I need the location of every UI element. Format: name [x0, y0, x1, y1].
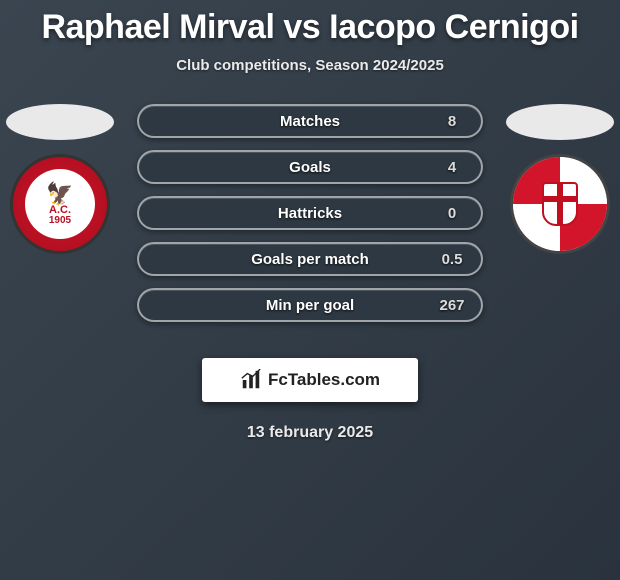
- rimini-shield: [542, 182, 578, 226]
- perugia-crest-inner: 🦅 A.C. 1905: [25, 169, 95, 239]
- player-right-avatar: [506, 104, 614, 140]
- stat-row-gpm: Goals per match 0.5: [137, 242, 483, 276]
- stat-label: Hattricks: [278, 205, 342, 222]
- stat-label: Min per goal: [266, 297, 354, 314]
- stat-label: Goals per match: [251, 251, 369, 268]
- player-left-column: 🦅 A.C. 1905: [0, 104, 120, 254]
- stat-label: Matches: [280, 113, 340, 130]
- stat-right-value: 4: [437, 159, 467, 176]
- rimini-cross: [557, 184, 563, 224]
- stat-row-mpg: Min per goal 267: [137, 288, 483, 322]
- stat-right-value: 267: [437, 297, 467, 314]
- stat-right-value: 8: [437, 113, 467, 130]
- page-title: Raphael Mirval vs Iacopo Cernigoi: [0, 0, 620, 47]
- club-crest-right: [510, 154, 610, 254]
- player-right-column: [500, 104, 620, 254]
- club-crest-left: 🦅 A.C. 1905: [10, 154, 110, 254]
- branding-box: FcTables.com: [202, 358, 418, 402]
- subtitle: Club competitions, Season 2024/2025: [0, 57, 620, 74]
- stat-row-hattricks: Hattricks 0: [137, 196, 483, 230]
- stat-right-value: 0: [437, 205, 467, 222]
- date-text: 13 february 2025: [0, 424, 620, 442]
- gryphon-icon: 🦅: [46, 183, 73, 205]
- branding-text: FcTables.com: [268, 370, 380, 390]
- club-year: 1905: [49, 216, 71, 226]
- player-left-avatar: [6, 104, 114, 140]
- rimini-cross: [544, 196, 576, 202]
- stat-right-value: 0.5: [437, 251, 467, 268]
- stat-label: Goals: [289, 159, 331, 176]
- comparison-area: 🦅 A.C. 1905 Matches 8 Goals 4: [0, 104, 620, 336]
- bar-chart-icon: [240, 369, 262, 391]
- stat-row-matches: Matches 8: [137, 104, 483, 138]
- club-initials: A.C.: [49, 205, 71, 216]
- stat-row-goals: Goals 4: [137, 150, 483, 184]
- stats-list: Matches 8 Goals 4 Hattricks 0 Goals per …: [137, 104, 483, 322]
